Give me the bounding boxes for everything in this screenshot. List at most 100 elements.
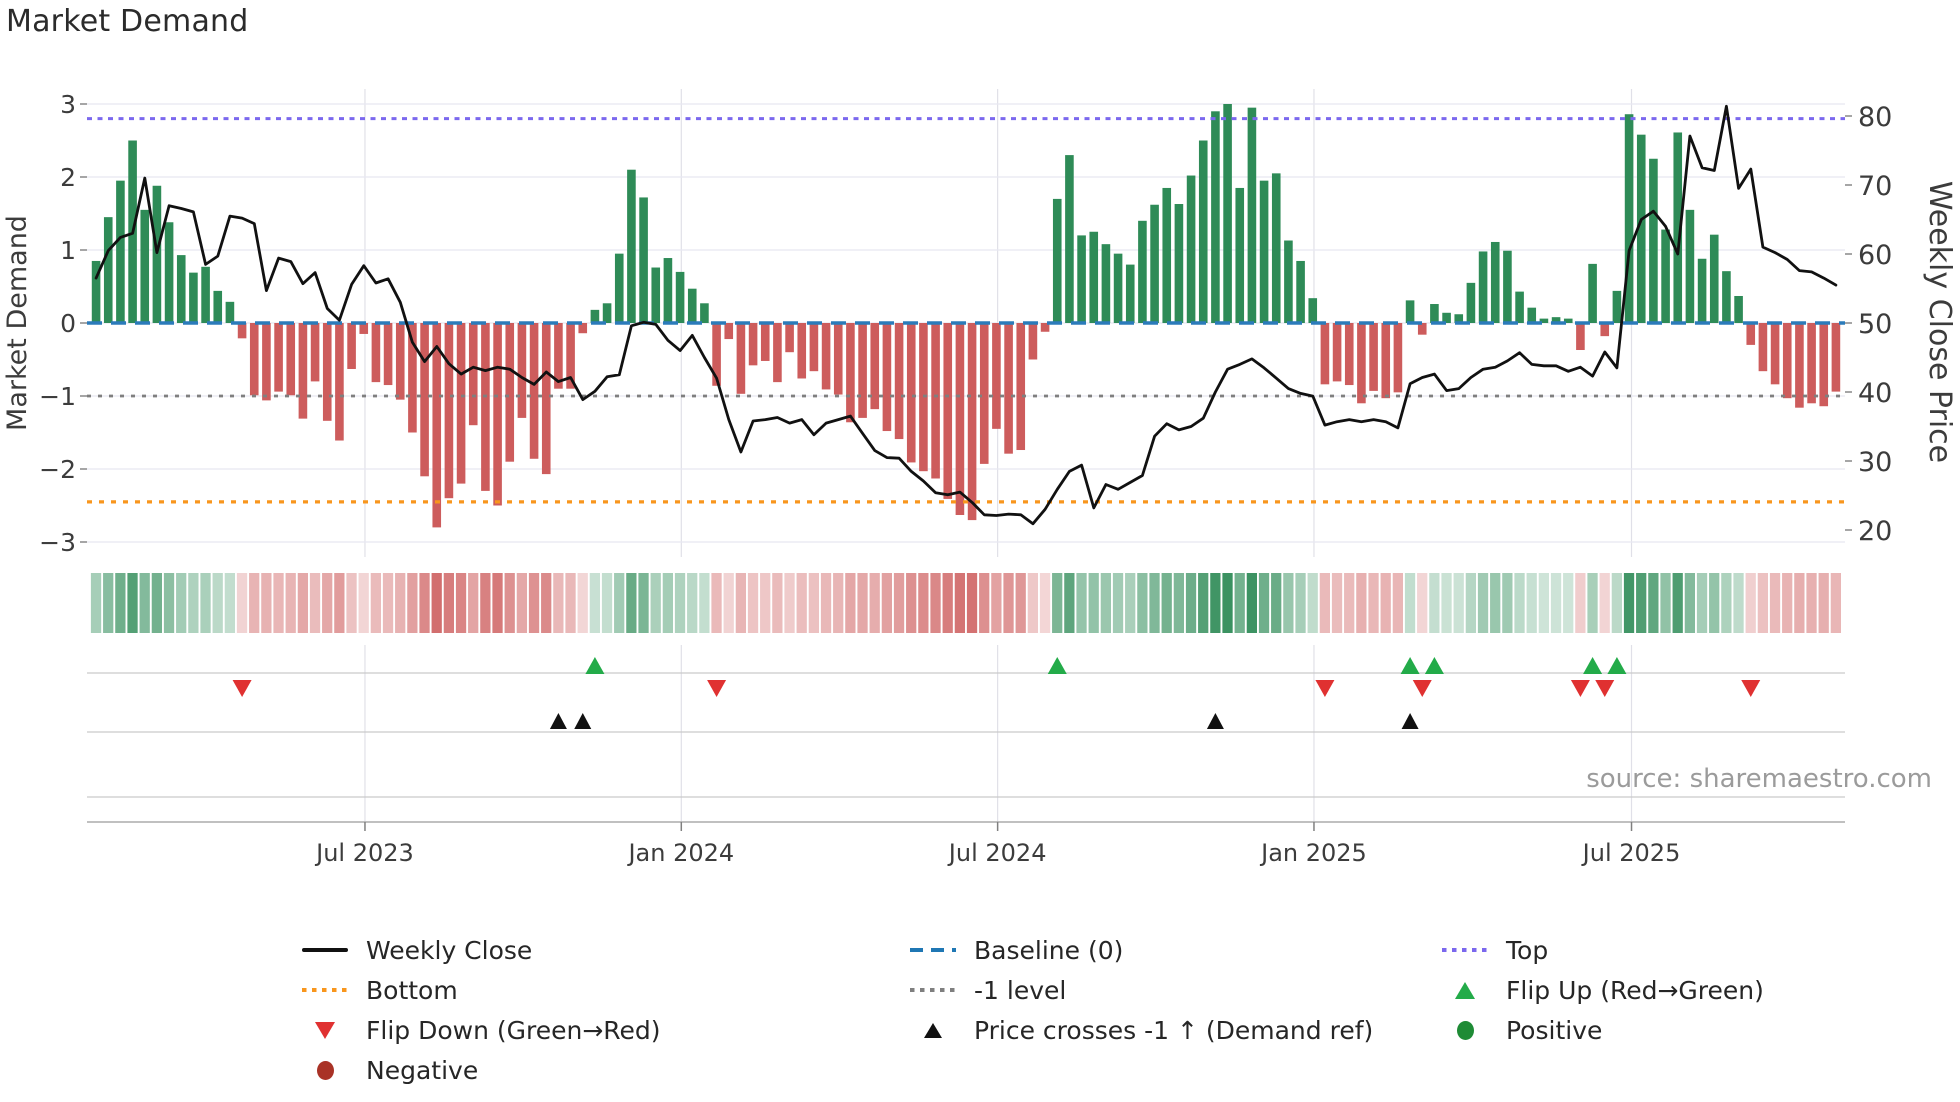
heatmap-cell (906, 573, 917, 633)
weekly-close-line (94, 104, 1838, 526)
negative-demand-bar (468, 323, 478, 426)
heatmap-cell (176, 573, 187, 633)
heatmap-cell (1769, 573, 1781, 633)
positive-demand-bar (1089, 231, 1099, 323)
heatmap-cell (541, 573, 552, 633)
heatmap-cell (1648, 573, 1659, 633)
positive-demand-bar (116, 180, 125, 323)
heatmap-cell (431, 573, 442, 633)
negative-demand-bar (395, 323, 405, 400)
price-cross-triangle-icon (908, 1022, 958, 1038)
heatmap-cell (747, 573, 759, 633)
legend-label: Bottom (366, 975, 458, 1005)
heatmap-cell (1733, 573, 1744, 633)
heatmap-cell (1198, 573, 1209, 633)
heatmap-cell (699, 573, 710, 633)
heatmap-cell (1307, 573, 1318, 633)
heatmap-cell (200, 573, 211, 633)
heatmap-cell (480, 573, 491, 633)
heatmap-cell (881, 573, 892, 633)
heatmap-cell (1271, 573, 1282, 633)
heatmap-cell (979, 573, 990, 633)
right-tick-label: 80 (1858, 102, 1892, 133)
flip-down-marker (1315, 680, 1335, 697)
positive-demand-bar (675, 271, 685, 323)
positive-demand-bar (1673, 132, 1683, 323)
heatmap-cell (1210, 573, 1221, 633)
negative-demand-bar (992, 323, 1001, 429)
heatmap-cell (1563, 573, 1574, 633)
heatmap-cell (395, 573, 406, 633)
heatmap-cell (504, 573, 515, 633)
right-tick-label: 20 (1858, 516, 1892, 547)
heatmap-cell (1319, 573, 1330, 633)
heatmap-cell (1465, 573, 1476, 633)
right-tick-label: 30 (1858, 447, 1892, 478)
negative-demand-bar (444, 323, 454, 499)
heatmap-cell (1696, 573, 1708, 633)
negative-demand-bar (1819, 323, 1829, 407)
positive-demand-bar (1247, 107, 1257, 324)
heatmap-cell (1721, 573, 1732, 633)
chart-legend: Weekly Close Bottom Flip Down (Green→Red… (0, 930, 1960, 1100)
negative-demand-bar (931, 323, 940, 479)
legend-label: Weekly Close (366, 935, 533, 965)
x-tick-label: Jul 2025 (1581, 839, 1681, 867)
legend-item-positive: Positive (1440, 1010, 1764, 1050)
heatmap-cell (918, 573, 929, 633)
positive-demand-bar (1235, 187, 1245, 323)
legend-label: Top (1506, 935, 1549, 965)
heatmap-cell (1623, 573, 1635, 633)
flip-down-marker (1570, 680, 1590, 697)
positive-demand-bar (1709, 234, 1719, 323)
source-credit: source: sharemaestro.com (1586, 764, 1932, 794)
right-axis-title: Weekly Close Price (1922, 181, 1957, 463)
price-cross-marker (549, 713, 567, 729)
heatmap-cell (1611, 573, 1622, 633)
negative-demand-bar (724, 323, 734, 340)
heatmap-cell (565, 573, 576, 633)
positive-demand-bar (1551, 317, 1561, 323)
positive-demand-bar (201, 266, 210, 323)
negative-demand-bar (1332, 323, 1342, 382)
x-tick-label: Jan 2025 (1259, 839, 1367, 867)
heatmap-cell (285, 573, 296, 633)
negative-demand-bar (286, 323, 296, 396)
heatmap-cell (772, 573, 783, 633)
flip-down-marker (232, 680, 252, 697)
positive-demand-bar (103, 217, 113, 323)
negative-demand-bar (298, 323, 308, 419)
legend-label: Flip Up (Red→Green) (1506, 975, 1764, 1005)
heatmap-cell (942, 573, 953, 633)
heatmap-cell (1356, 573, 1367, 633)
negative-demand-bar (335, 323, 344, 441)
positive-demand-bar (1649, 158, 1658, 323)
heatmap-cell (1709, 573, 1720, 633)
heatmap-cell (1137, 573, 1148, 633)
negative-demand-bar (1393, 323, 1403, 393)
negative-demand-bar (456, 323, 466, 484)
legend-item-weekly-close: Weekly Close (300, 930, 661, 970)
heatmap-cell (1295, 573, 1306, 633)
flip-down-marker (707, 680, 727, 697)
heatmap-cell (662, 573, 673, 633)
heatmap-cell (1052, 573, 1063, 633)
negative-demand-bar (1004, 323, 1013, 454)
positive-demand-bar (1211, 111, 1220, 323)
positive-demand-bar (91, 260, 101, 323)
positive-demand-bar (1125, 264, 1135, 323)
legend-label: Positive (1506, 1015, 1603, 1045)
weekly-close-line-icon (300, 948, 350, 952)
heatmap-cell (1782, 573, 1793, 633)
positive-demand-bar (1454, 314, 1464, 323)
left-tick-label: 0 (60, 309, 76, 338)
heatmap-cell (1027, 573, 1038, 633)
legend-label: -1 level (974, 975, 1067, 1005)
heatmap-cell (224, 573, 235, 633)
right-tick-label: 40 (1858, 378, 1892, 409)
heatmap-cell (139, 573, 150, 633)
negative-demand-bar (1369, 323, 1378, 391)
x-tick-label: Jul 2023 (314, 839, 414, 867)
negative-demand-bar (833, 323, 843, 395)
positive-demand-bar (1065, 155, 1074, 323)
